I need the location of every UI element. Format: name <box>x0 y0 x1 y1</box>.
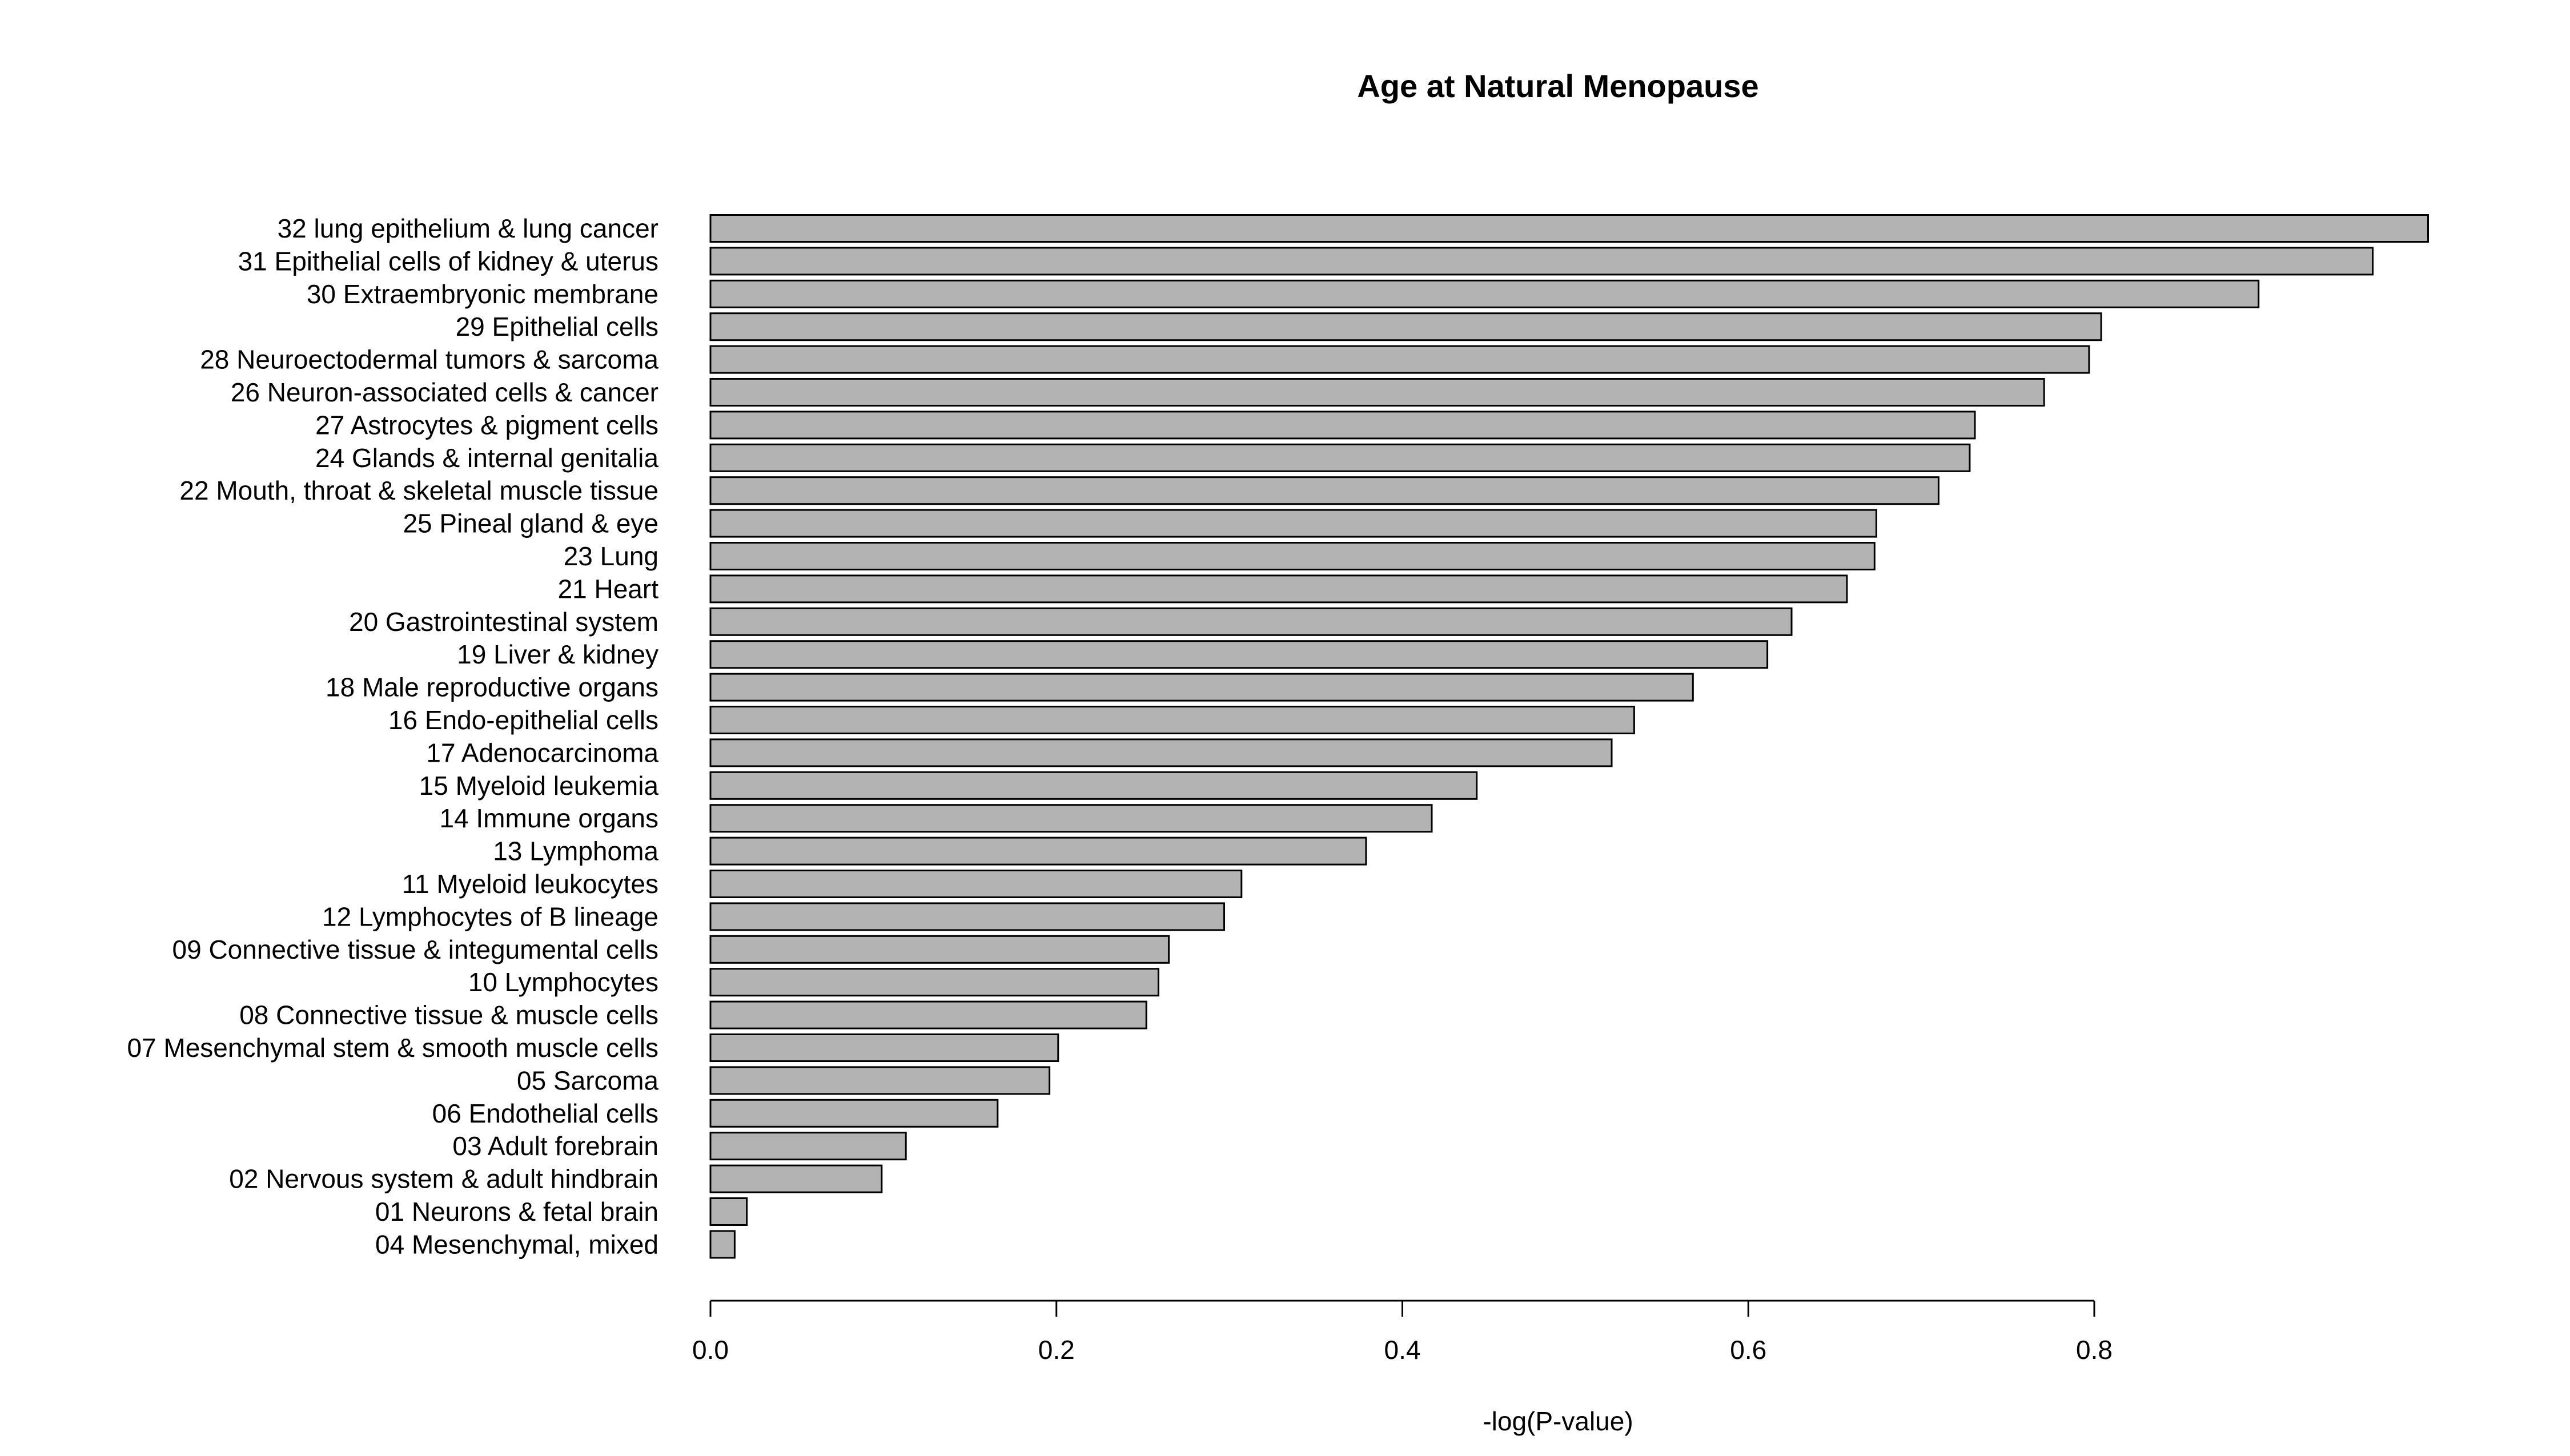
category-label: 01 Neurons & fetal brain <box>375 1197 658 1226</box>
bar <box>709 804 1433 833</box>
category-label: 03 Adult forebrain <box>452 1131 658 1161</box>
bar <box>709 312 2102 341</box>
bar <box>709 509 1877 538</box>
category-label: 20 Gastrointestinal system <box>349 607 658 637</box>
bar <box>709 279 2260 308</box>
bar <box>709 1197 748 1226</box>
bar <box>709 214 2429 243</box>
category-label: 23 Lung <box>564 541 658 571</box>
bar <box>709 542 1876 570</box>
category-label: 15 Myeloid leukemia <box>419 771 659 801</box>
category-label: 13 Lymphoma <box>493 836 658 866</box>
bar <box>709 574 1848 604</box>
category-label: 14 Immune organs <box>439 803 658 833</box>
category-label: 31 Epithelial cells of kidney & uterus <box>238 246 658 276</box>
bar <box>709 836 1367 866</box>
bar <box>709 476 1939 505</box>
category-label: 29 Epithelial cells <box>456 312 658 341</box>
bar <box>709 902 1225 931</box>
bar <box>709 607 1793 636</box>
bar <box>709 935 1170 964</box>
x-tick-label: 0.8 <box>2076 1335 2113 1365</box>
category-label: 06 Endothelial cells <box>432 1099 658 1128</box>
x-tick-label: 0.2 <box>1038 1335 1075 1365</box>
category-label: 16 Endo-epithelial cells <box>388 705 658 735</box>
bar <box>709 673 1694 702</box>
category-label: 11 Myeloid leukocytes <box>402 869 658 899</box>
bar <box>709 443 1971 472</box>
bar <box>709 968 1159 997</box>
bar <box>709 771 1478 800</box>
category-label: 10 Lymphocytes <box>468 967 658 997</box>
bar <box>709 1000 1147 1029</box>
category-label: 28 Neuroectodermal tumors & sarcoma <box>200 345 658 375</box>
x-tick-label: 0.4 <box>1384 1335 1421 1365</box>
chart-title: Age at Natural Menopause <box>1357 68 1758 104</box>
category-label: 27 Astrocytes & pigment cells <box>315 410 658 440</box>
bar <box>709 1164 883 1193</box>
category-label: 32 lung epithelium & lung cancer <box>278 214 658 243</box>
category-label: 05 Sarcoma <box>517 1065 658 1095</box>
bar <box>709 411 1976 440</box>
category-label: 19 Liver & kidney <box>457 639 658 669</box>
category-label: 30 Extraembryonic membrane <box>307 279 658 309</box>
bar <box>709 1066 1051 1095</box>
category-label: 09 Connective tissue & integumental cell… <box>172 935 658 964</box>
bar <box>709 738 1613 767</box>
bar <box>709 1099 999 1128</box>
bar <box>709 1033 1059 1062</box>
bar <box>709 247 2374 276</box>
category-label: 07 Mesenchymal stem & smooth muscle cell… <box>127 1033 658 1063</box>
x-axis: 0.0 0.2 0.4 0.6 0.8 <box>692 1300 2113 1365</box>
category-label: 02 Nervous system & adult hindbrain <box>229 1164 658 1194</box>
category-label: 26 Neuron-associated cells & cancer <box>231 377 658 407</box>
category-label: 12 Lymphocytes of B lineage <box>322 902 658 931</box>
x-axis-label: -log(P-value) <box>1483 1406 1633 1436</box>
x-tick-label: 0.0 <box>692 1335 729 1365</box>
bar <box>709 640 1769 669</box>
category-label: 04 Mesenchymal, mixed <box>375 1229 658 1259</box>
category-label: 24 Glands & internal genitalia <box>315 443 658 473</box>
bar <box>709 1132 907 1161</box>
category-label: 08 Connective tissue & muscle cells <box>239 1000 658 1030</box>
bars-group <box>709 214 2429 1259</box>
bar <box>709 706 1635 734</box>
category-label: 22 Mouth, throat & skeletal muscle tissu… <box>179 476 658 505</box>
category-labels-group: 32 lung epithelium & lung cancer 31 Epith… <box>127 214 658 1259</box>
x-tick-label: 0.6 <box>1730 1335 1766 1365</box>
category-label: 18 Male reproductive organs <box>326 673 658 702</box>
category-label: 17 Adenocarcinoma <box>426 738 658 767</box>
bar <box>709 378 2045 407</box>
bar <box>709 1230 736 1259</box>
bar <box>709 345 2090 374</box>
category-label: 25 Pineal gland & eye <box>403 509 658 538</box>
bar <box>709 870 1243 898</box>
category-label: 21 Heart <box>558 574 659 604</box>
